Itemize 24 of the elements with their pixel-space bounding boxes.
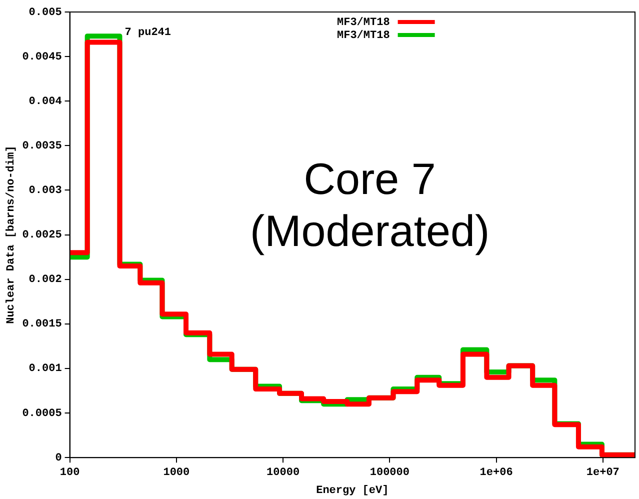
annotation: 7 pu241 [124, 26, 172, 39]
x-tick-label: 1e+06 [480, 466, 513, 479]
y-tick-label: 0.002 [28, 274, 62, 286]
legend-label: MF3/MT18 [336, 30, 390, 42]
y-tick-label: 0.004 [28, 96, 62, 108]
y-tick-label: 0 [55, 452, 62, 464]
y-tick-label: 0.001 [28, 363, 62, 376]
y-tick-label: 0.0005 [22, 408, 62, 420]
x-tick-label: 1e+07 [586, 466, 620, 479]
annotation: Core 7 [304, 155, 436, 204]
y-tick-label: 0.003 [28, 185, 62, 198]
x-tick-label: 100 [60, 466, 80, 479]
y-axis-title: Nuclear Data [barns/no-dim] [5, 146, 18, 324]
y-tick-label: 0.0015 [22, 318, 62, 331]
y-tick-label: 0.0045 [22, 51, 62, 64]
y-tick-label: 0.0025 [22, 230, 62, 242]
annotation: (Moderated) [250, 207, 490, 256]
x-axis-title: Energy [eV] [316, 485, 389, 498]
x-tick-label: 1000 [163, 466, 190, 479]
legend-label: MF3/MT18 [336, 16, 390, 29]
y-tick-label: 0.005 [28, 6, 62, 19]
x-tick-label: 10000 [266, 466, 300, 479]
y-tick-label: 0.0035 [22, 140, 62, 152]
x-tick-label: 100000 [370, 466, 410, 479]
